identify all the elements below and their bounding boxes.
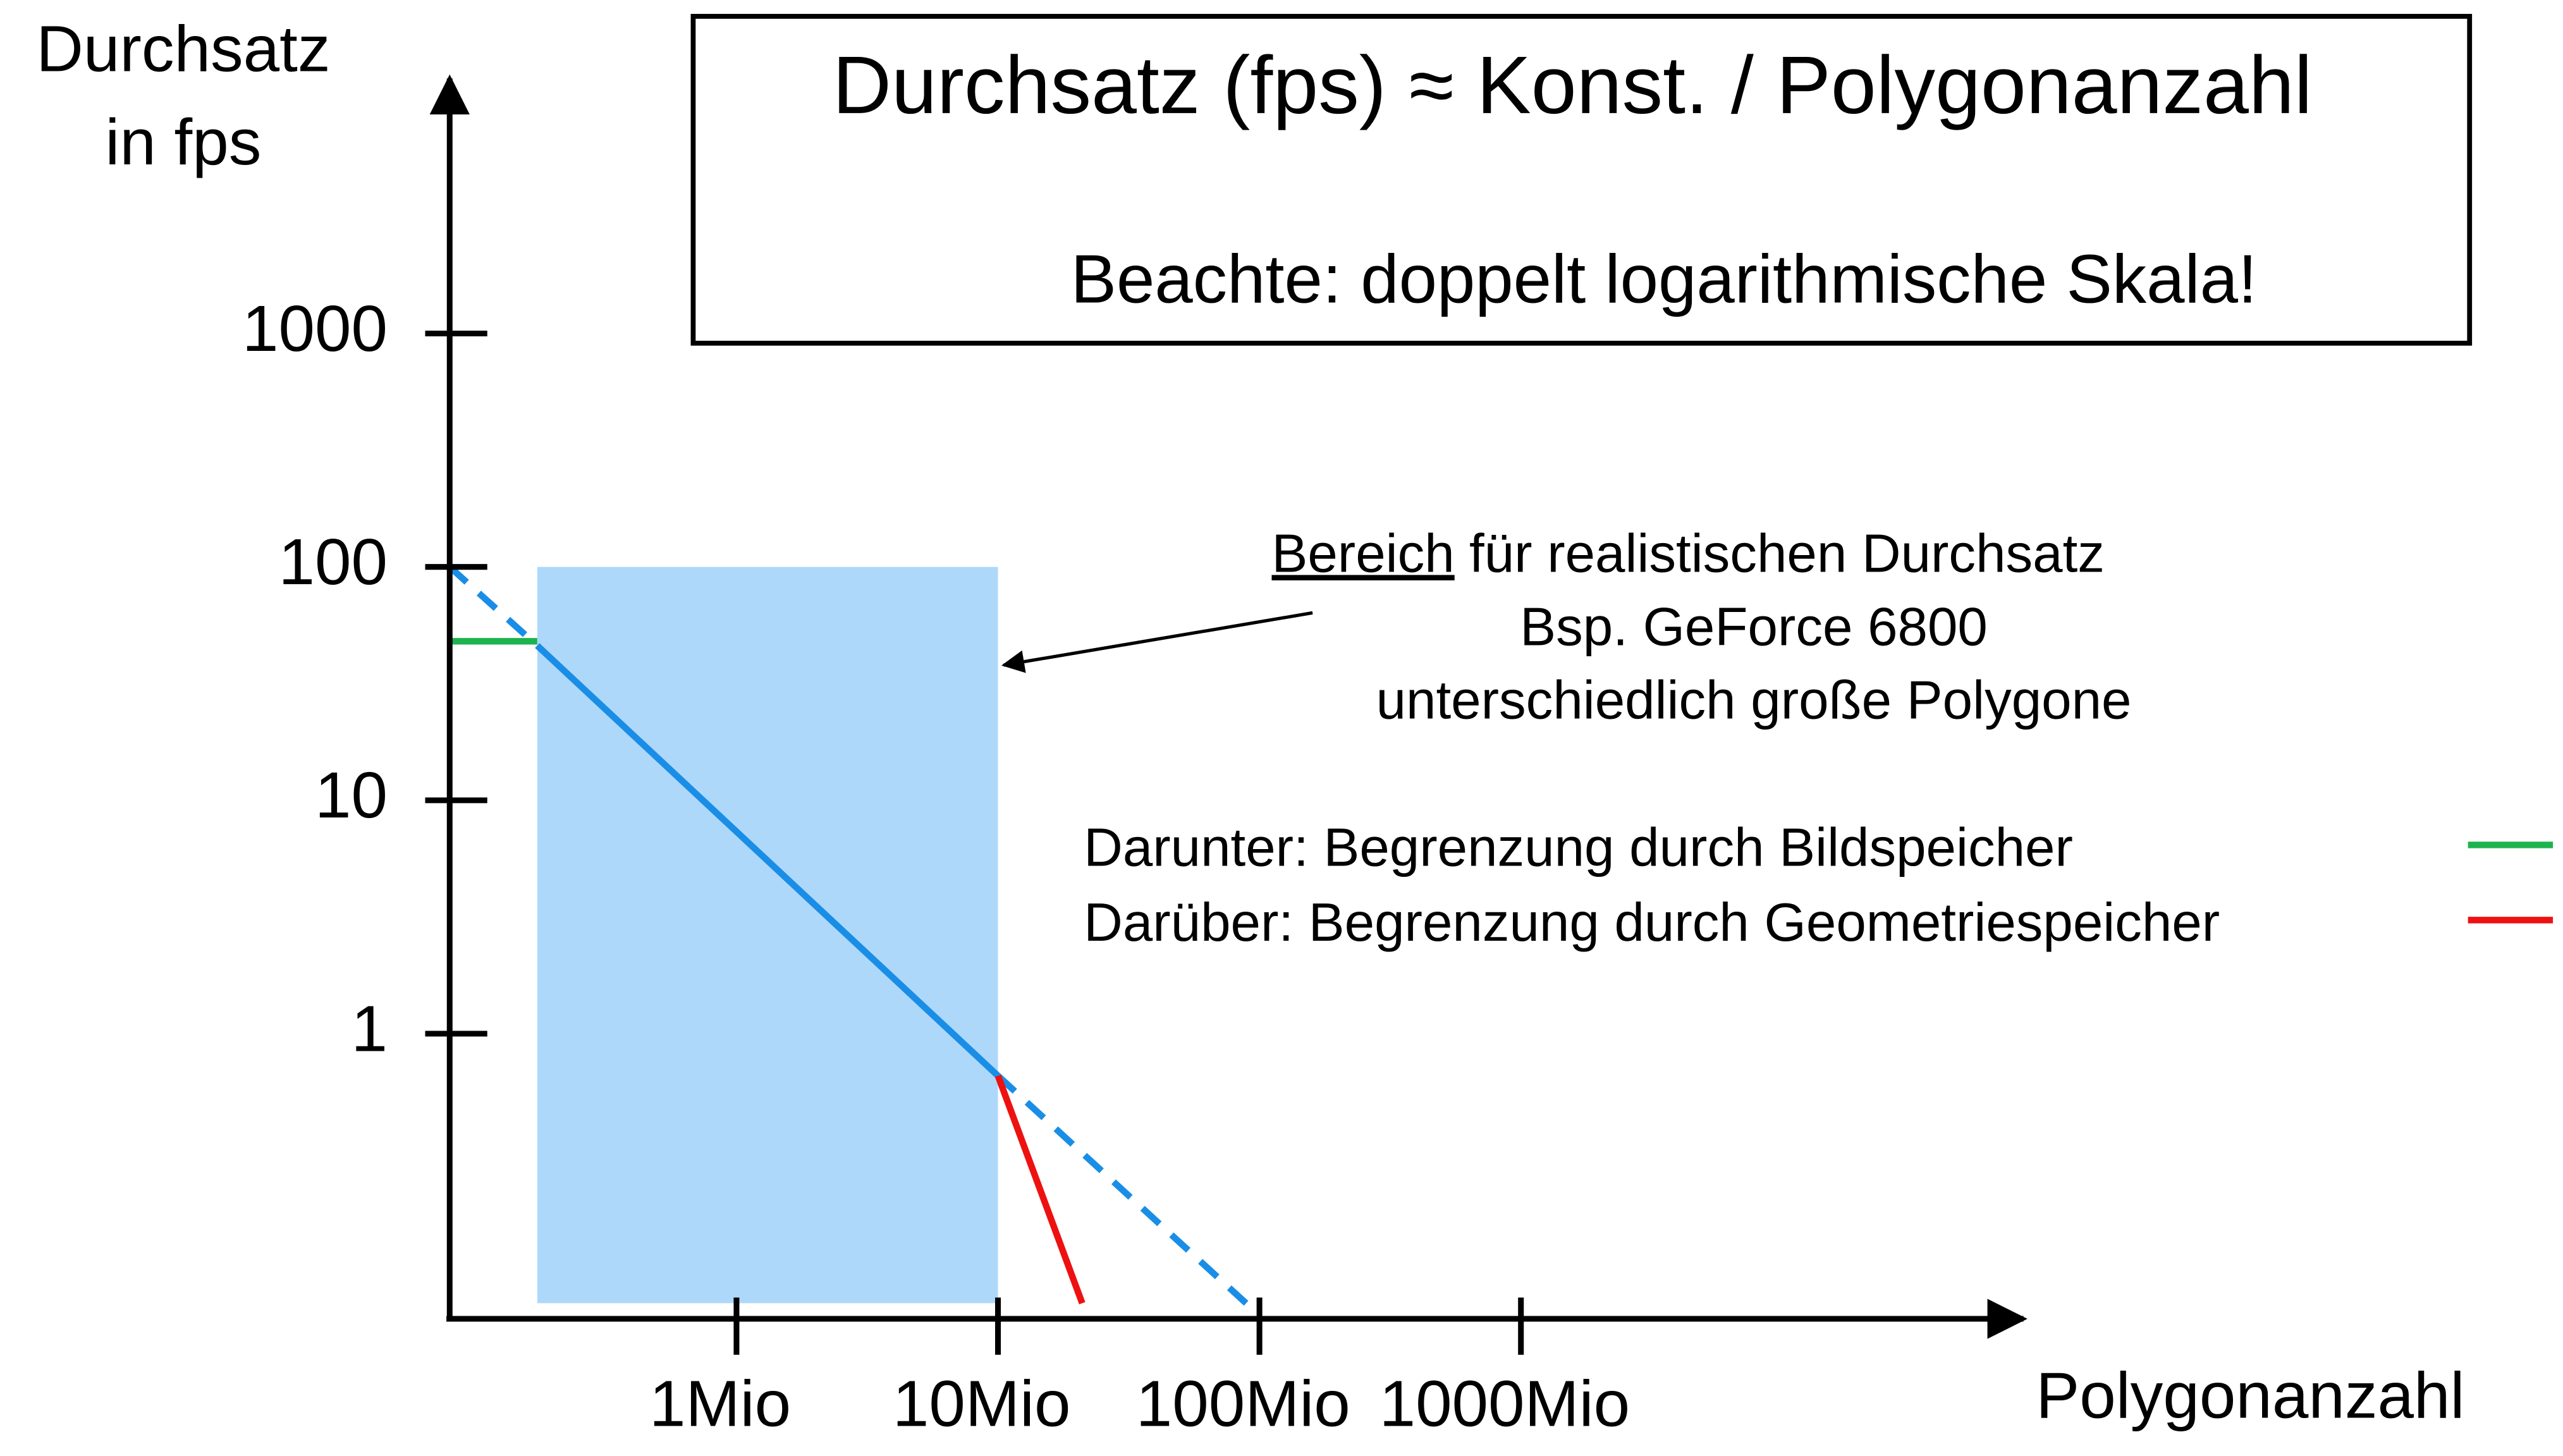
y-axis-label: Durchsatz bbox=[36, 12, 330, 85]
annotation-line: für realistischen Durchsatz bbox=[1469, 523, 2105, 584]
series-line bbox=[994, 1074, 1086, 1305]
chart-subtitle: Beachte: doppelt logarithmische Skala! bbox=[1071, 241, 2258, 317]
annotation-line: Bsp. GeForce 6800 bbox=[1520, 597, 1988, 657]
series-line bbox=[447, 564, 1262, 1318]
y-tick-label: 100 bbox=[279, 525, 388, 598]
annotation-underlined: Bereich bbox=[1271, 523, 1454, 584]
y-tick-label: 1000 bbox=[242, 291, 388, 365]
y-tick-label: 1 bbox=[352, 991, 388, 1065]
y-tick-label: 10 bbox=[315, 758, 388, 831]
formula-box bbox=[690, 13, 2473, 346]
x-tick-label: 10Mio bbox=[893, 1367, 1071, 1440]
annotation: Bereich für realistischen Durchsatz bbox=[1271, 523, 2104, 584]
plot-area bbox=[447, 564, 1262, 1318]
annotation-line: unterschiedlich große Polygone bbox=[1376, 671, 2132, 731]
x-axis-label: Polygonanzahl bbox=[2036, 1359, 2464, 1432]
y-axis-label: in fps bbox=[105, 105, 261, 178]
legend-label: Darüber: Begrenzung durch Geometriespeic… bbox=[1084, 893, 2220, 953]
annotation-arrow bbox=[1001, 611, 1313, 673]
x-tick-label: 100Mio bbox=[1136, 1367, 1350, 1440]
chart-title: Durchsatz (fps) ≈ Konst. / Polygonanzahl bbox=[833, 40, 2313, 131]
series-line bbox=[535, 643, 1001, 1079]
x-tick-label: 1Mio bbox=[649, 1367, 791, 1440]
legend-label: Darunter: Begrenzung durch Bildspeicher bbox=[1084, 817, 2073, 878]
x-tick-label: 1000Mio bbox=[1379, 1367, 1630, 1440]
realistic-region bbox=[537, 566, 998, 1304]
legend: Darunter: Begrenzung durch Bildspeicher D… bbox=[1084, 817, 2554, 953]
